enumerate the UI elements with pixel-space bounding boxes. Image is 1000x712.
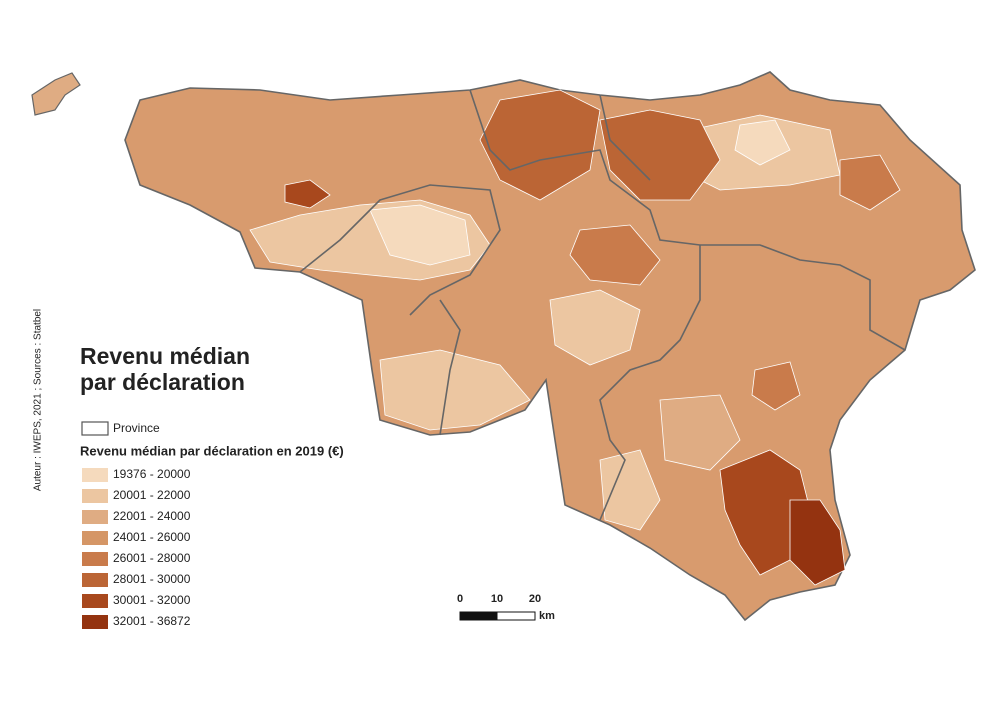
legend-swatch	[82, 552, 108, 566]
legend-swatch	[82, 510, 108, 524]
municipality-area	[284, 179, 331, 209]
legend-label: 24001 - 26000	[113, 530, 191, 544]
legend-label: 20001 - 22000	[113, 488, 191, 502]
legend-swatch	[82, 468, 108, 482]
municipality-area	[379, 349, 531, 431]
map-title: par déclaration	[80, 369, 245, 395]
legend-classes: 19376 - 20000 20001 - 22000 22001 - 24000 2…	[82, 467, 191, 629]
scale-label: 10	[491, 593, 503, 605]
scale-segment	[459, 611, 498, 621]
municipality-area	[751, 361, 801, 411]
municipality-area	[479, 89, 601, 201]
municipality-area	[599, 109, 721, 201]
legend-label: Province	[113, 421, 160, 435]
province-boundary	[299, 184, 501, 316]
map-title: Revenu médian	[80, 343, 250, 369]
legend-swatch	[82, 489, 108, 503]
legend-swatch	[82, 594, 108, 608]
credit: Auteur : IWEPS, 2021 ; Sources : Statbel	[33, 309, 44, 491]
legend-swatch	[82, 573, 108, 587]
municipality-area	[659, 394, 741, 471]
legend-swatch	[82, 531, 108, 545]
scale-label: 20	[529, 593, 541, 605]
municipality-area	[839, 154, 901, 211]
scale-label: 0	[457, 593, 463, 605]
legend-label: 22001 - 24000	[113, 509, 191, 523]
province-boundary	[469, 89, 701, 246]
map	[31, 71, 976, 622]
municipality-area	[789, 499, 846, 586]
enclave	[31, 72, 81, 116]
municipality-area	[734, 119, 791, 166]
municipality-area	[569, 224, 661, 286]
legend-label: 32001 - 36872	[113, 614, 191, 628]
municipality-area	[369, 204, 471, 266]
scale-segment	[496, 611, 536, 621]
legend-label: 30001 - 32000	[113, 593, 191, 607]
province-boundary	[599, 245, 701, 521]
legend-title: Revenu médian par déclaration en 2019 (€…	[80, 443, 344, 458]
province-swatch	[81, 421, 109, 436]
legend-label: 26001 - 28000	[113, 551, 191, 565]
province-boundary	[700, 244, 906, 351]
legend-label: 28001 - 30000	[113, 572, 191, 586]
legend-label: 19376 - 20000	[113, 467, 191, 481]
legend-swatch	[82, 615, 108, 629]
scale-bar: 0 10 20 km	[457, 593, 555, 622]
municipality-area	[549, 289, 641, 366]
scale-unit: km	[539, 610, 555, 622]
province-boundary	[599, 94, 651, 181]
province-boundary	[439, 299, 461, 436]
